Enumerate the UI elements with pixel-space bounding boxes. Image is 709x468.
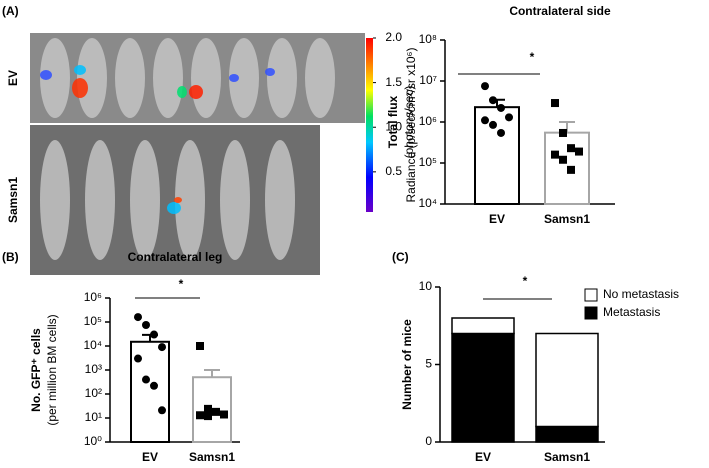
significance-label: * (523, 274, 528, 288)
y-tick-label: 10³ (85, 362, 102, 376)
data-point (204, 404, 212, 413)
x-tick-label: EV (489, 212, 505, 226)
data-point (142, 320, 150, 329)
data-point (150, 330, 158, 339)
data-point (204, 412, 212, 421)
y-axis-sublabel: (photons/sec) (402, 86, 416, 159)
data-point (559, 128, 567, 137)
y-tick-label: 10⁷ (419, 73, 437, 87)
x-tick-label: Samsn1 (544, 450, 590, 464)
colorbar-tick-label: 1.5 (385, 75, 402, 89)
colorbar-tick-label: 0.5 (385, 164, 402, 178)
legend-label: Metastasis (603, 305, 660, 319)
row-label: EV (6, 70, 20, 86)
y-tick-label: 10⁴ (418, 196, 437, 210)
data-point (220, 410, 228, 419)
y-tick-label: 10⁴ (83, 338, 102, 352)
colorbar-label: Radiance (p/sec/cm²/sr x10⁶) (404, 48, 418, 203)
data-point (158, 406, 166, 415)
panel-label: (B) (2, 250, 19, 264)
x-tick-label: EV (142, 450, 158, 464)
y-tick-label: 10⁶ (419, 114, 437, 128)
data-point (575, 147, 583, 156)
data-point (196, 411, 204, 420)
x-tick-label: EV (475, 450, 491, 464)
x-tick-label: Samsn1 (189, 450, 235, 464)
colorbar-tick-label: 1.0 (385, 119, 402, 133)
data-point (158, 343, 166, 352)
chart-title: Contralateral side (509, 4, 611, 18)
y-tick-label: 10⁰ (84, 434, 102, 448)
bar-segment (451, 332, 515, 443)
legend-label: No metastasis (603, 287, 679, 301)
data-point (505, 113, 513, 122)
panel-label: (A) (2, 4, 19, 18)
data-point (567, 165, 575, 174)
bar-segment (535, 332, 599, 428)
y-tick-label: 10⁸ (419, 32, 437, 46)
error-bar (204, 369, 220, 378)
data-point (134, 354, 142, 363)
bar-segment (535, 425, 599, 443)
data-point (481, 82, 489, 91)
mouse-images (30, 33, 373, 275)
y-tick-label: 10⁵ (84, 314, 102, 328)
y-tick-label: 10² (85, 386, 102, 400)
y-tick-label: 10 (419, 279, 433, 293)
data-point (142, 375, 150, 384)
data-point (497, 128, 505, 137)
panel-label: (C) (392, 250, 409, 264)
data-point (481, 116, 489, 125)
data-point (567, 144, 575, 153)
y-axis-label: Number of mice (400, 319, 414, 410)
colorbar-tick-label: 2.0 (385, 30, 402, 44)
data-point (551, 99, 559, 108)
legend-swatch (584, 306, 598, 320)
bar (130, 340, 170, 443)
data-point (196, 342, 204, 350)
bar-segment (451, 317, 515, 335)
data-point (559, 155, 567, 164)
y-tick-label: 10⁶ (84, 290, 102, 304)
chart-title: Contralateral leg (128, 250, 223, 264)
data-point (212, 407, 220, 416)
data-point (551, 150, 559, 159)
x-tick-label: Samsn1 (544, 212, 590, 226)
y-tick-label: 5 (425, 357, 432, 371)
legend-swatch (584, 288, 598, 302)
significance-label: * (179, 277, 184, 291)
y-axis-label: No. GFP⁺ cells (29, 328, 43, 412)
y-tick-label: 10⁵ (419, 155, 437, 169)
data-point (497, 103, 505, 112)
data-point (489, 120, 497, 129)
data-point (134, 313, 142, 322)
row-label: Samsn1 (6, 177, 20, 223)
data-point (489, 96, 497, 105)
y-axis-label: Total flux (386, 95, 400, 148)
bar (474, 106, 520, 205)
data-point (150, 381, 158, 390)
significance-label: * (530, 50, 535, 64)
y-tick-label: 10¹ (85, 410, 102, 424)
y-tick-label: 0 (425, 434, 432, 448)
y-axis-sublabel: (per million BM cells) (45, 314, 59, 425)
